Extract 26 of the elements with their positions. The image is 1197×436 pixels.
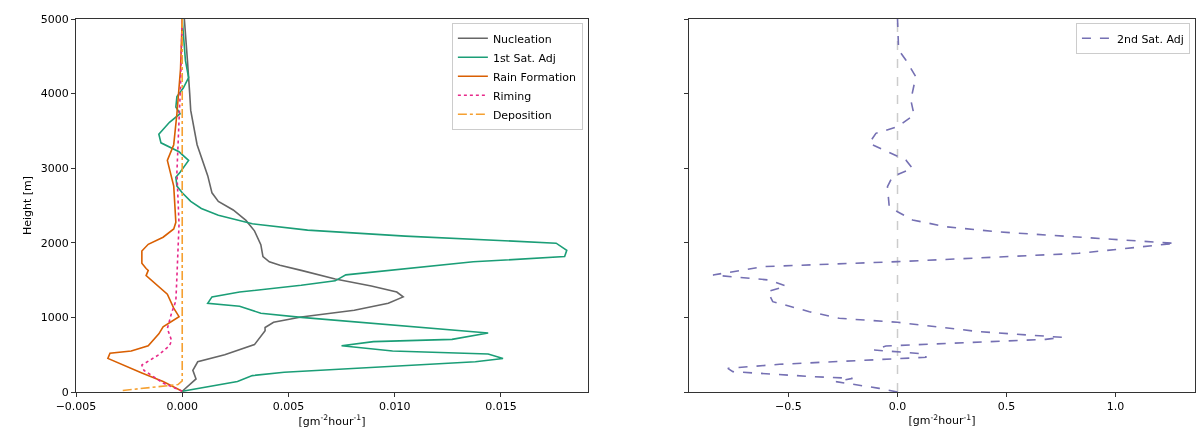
y-tick-label: 2000 bbox=[40, 236, 69, 250]
x-tick-label: −0.005 bbox=[55, 400, 97, 414]
x-tick-label: −0.5 bbox=[775, 400, 802, 414]
y-tick-label: 5000 bbox=[40, 12, 69, 26]
line-series bbox=[121, 19, 184, 392]
line-series bbox=[181, 19, 404, 392]
y-tick-label: 0 bbox=[61, 385, 69, 399]
y-axis-title: Height [m] bbox=[21, 175, 35, 236]
x-axis-title: [gm$^{-2}$hour$^{-1}$] bbox=[908, 412, 976, 428]
x-tick-label: 0.005 bbox=[272, 400, 305, 414]
legend-label: Riming bbox=[492, 89, 532, 103]
y-tick-label: 4000 bbox=[40, 87, 69, 101]
legend-label: 1st Sat. Adj bbox=[492, 51, 556, 65]
y-tick-label: 1000 bbox=[40, 311, 69, 325]
x-tick-label: 1.0 bbox=[1106, 400, 1125, 414]
x-axis-title: [gm$^{-2}$hour$^{-1}$] bbox=[298, 413, 366, 428]
y-tick-label: 3000 bbox=[40, 162, 69, 176]
x-tick-label: 0.000 bbox=[166, 400, 198, 414]
legend-label: Rain Formation bbox=[492, 70, 577, 84]
x-tick-label: 0.0 bbox=[888, 400, 907, 414]
legend-label: Deposition bbox=[492, 108, 552, 122]
x-tick-label: 0.015 bbox=[485, 400, 517, 414]
legend-label: Nucleation bbox=[492, 32, 552, 46]
legend-label: 2nd Sat. Adj bbox=[1116, 32, 1184, 46]
x-tick-label: 0.010 bbox=[378, 400, 411, 414]
x-tick-label: 0.5 bbox=[997, 400, 1016, 414]
